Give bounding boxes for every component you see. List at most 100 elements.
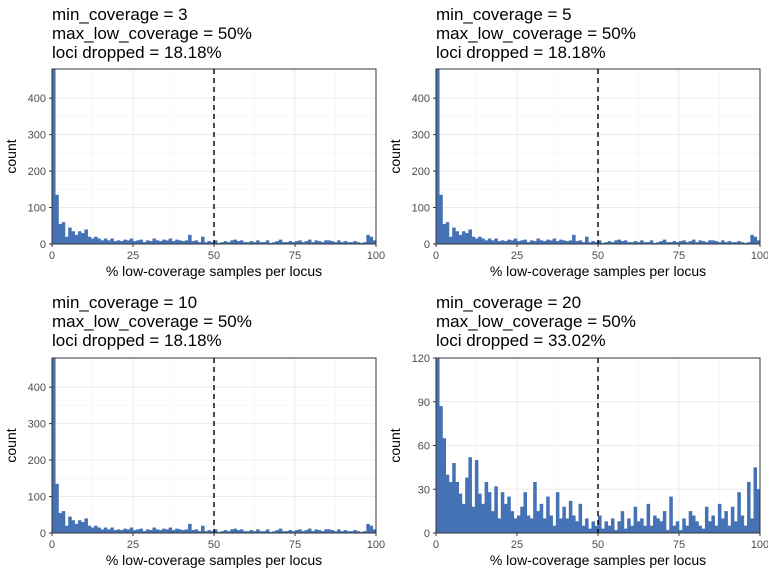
histogram-bar [672, 241, 677, 244]
histogram-bar [581, 525, 586, 533]
histogram-bar [575, 241, 579, 244]
histogram-bar [94, 236, 98, 244]
histogram-bar [743, 242, 748, 244]
histogram-bar [353, 241, 357, 244]
histogram-bar [197, 242, 202, 244]
histogram-bar [585, 236, 589, 244]
chart-title-line: min_coverage = 10 [52, 293, 197, 312]
histogram-bar [327, 529, 331, 533]
histogram-bar [455, 231, 459, 244]
histogram-bar [439, 406, 443, 533]
histogram-bar [442, 223, 447, 244]
chart-title-line: max_low_coverage = 50% [52, 24, 252, 43]
x-tick-label: 25 [127, 539, 139, 551]
x-tick-label: 75 [673, 539, 685, 551]
histogram-bar [107, 240, 111, 244]
histogram-bar [701, 241, 706, 244]
y-tick-label: 60 [418, 441, 430, 453]
x-axis-label: % low-coverage samples per locus [490, 552, 706, 568]
histogram-bar [162, 239, 166, 244]
histogram-bar [191, 241, 195, 244]
histogram-bar [649, 525, 654, 533]
histogram-bar [184, 240, 189, 244]
histogram-bar [350, 531, 354, 533]
histogram-bar [175, 239, 179, 244]
histogram-bar [740, 242, 745, 244]
histogram-bar [494, 486, 498, 533]
histogram-bar [171, 241, 176, 244]
histogram-bar [61, 222, 66, 244]
histogram-bar [298, 529, 302, 533]
y-tick-label: 300 [28, 419, 46, 431]
histogram-bar [123, 239, 127, 244]
histogram-bar [178, 240, 182, 244]
histogram-bar [559, 518, 563, 533]
histogram-bar [698, 240, 702, 244]
histogram-bar [103, 527, 108, 533]
histogram-bar [155, 240, 160, 244]
histogram-bar [601, 528, 605, 533]
x-axis-label: % low-coverage samples per locus [106, 552, 322, 568]
histogram-bar [252, 242, 257, 244]
histogram-bar [682, 518, 686, 533]
chart-title-line: min_coverage = 3 [52, 5, 188, 24]
histogram-bar [84, 229, 88, 244]
histogram-bar [272, 242, 276, 244]
histogram-bar [675, 521, 680, 533]
histogram-bar [614, 240, 618, 244]
histogram-bar [333, 242, 338, 244]
histogram-bar [197, 531, 202, 533]
histogram-bar [682, 240, 686, 244]
histogram-bar [481, 238, 485, 244]
histogram-bar [662, 511, 667, 533]
histogram-bar [533, 481, 537, 533]
x-tick-label: 0 [49, 250, 55, 262]
histogram-bar [307, 528, 312, 533]
histogram-bar [223, 530, 228, 533]
histogram-bar [623, 240, 628, 244]
histogram-bar [58, 512, 63, 533]
histogram-bar [698, 525, 702, 533]
histogram-bar [136, 240, 140, 244]
histogram-bar [291, 242, 296, 244]
histogram-bar [640, 240, 644, 244]
histogram-bar [737, 492, 741, 533]
histogram-bar [243, 531, 247, 533]
histogram-bar [526, 515, 531, 533]
histogram-bar [64, 525, 69, 533]
histogram-bar [594, 525, 599, 533]
histogram-bar [594, 242, 599, 244]
histogram-bar [610, 242, 615, 244]
histogram-bar [233, 528, 237, 533]
histogram-bar [327, 240, 331, 244]
histogram-bar [301, 531, 306, 533]
histogram-bar [262, 531, 267, 533]
histogram-bar [194, 529, 199, 533]
histogram-bar [194, 240, 199, 244]
histogram-bar [372, 240, 377, 244]
x-tick-label: 0 [49, 539, 55, 551]
histogram-bar [724, 242, 728, 244]
histogram-bar [669, 496, 673, 533]
histogram-bar [155, 529, 160, 533]
histogram-bar [711, 240, 715, 244]
x-tick-label: 100 [751, 250, 768, 262]
histogram-bar [601, 242, 605, 244]
histogram-bar [620, 241, 625, 244]
histogram-bar [265, 240, 270, 244]
histogram-bar [171, 530, 176, 533]
histogram-bar [627, 242, 631, 244]
histogram-bar [129, 527, 134, 533]
x-tick-label: 0 [433, 250, 439, 262]
histogram-bar [455, 481, 459, 533]
histogram-bar [536, 511, 540, 533]
histogram-bar [578, 503, 583, 533]
histogram-bar [549, 240, 553, 244]
histogram-bar [311, 531, 315, 533]
histogram-bar [598, 240, 602, 244]
histogram-bar [275, 530, 280, 533]
histogram-bar [288, 241, 293, 244]
histogram-bar [646, 242, 651, 244]
histogram-bar [756, 489, 761, 533]
histogram-bar [471, 236, 476, 244]
